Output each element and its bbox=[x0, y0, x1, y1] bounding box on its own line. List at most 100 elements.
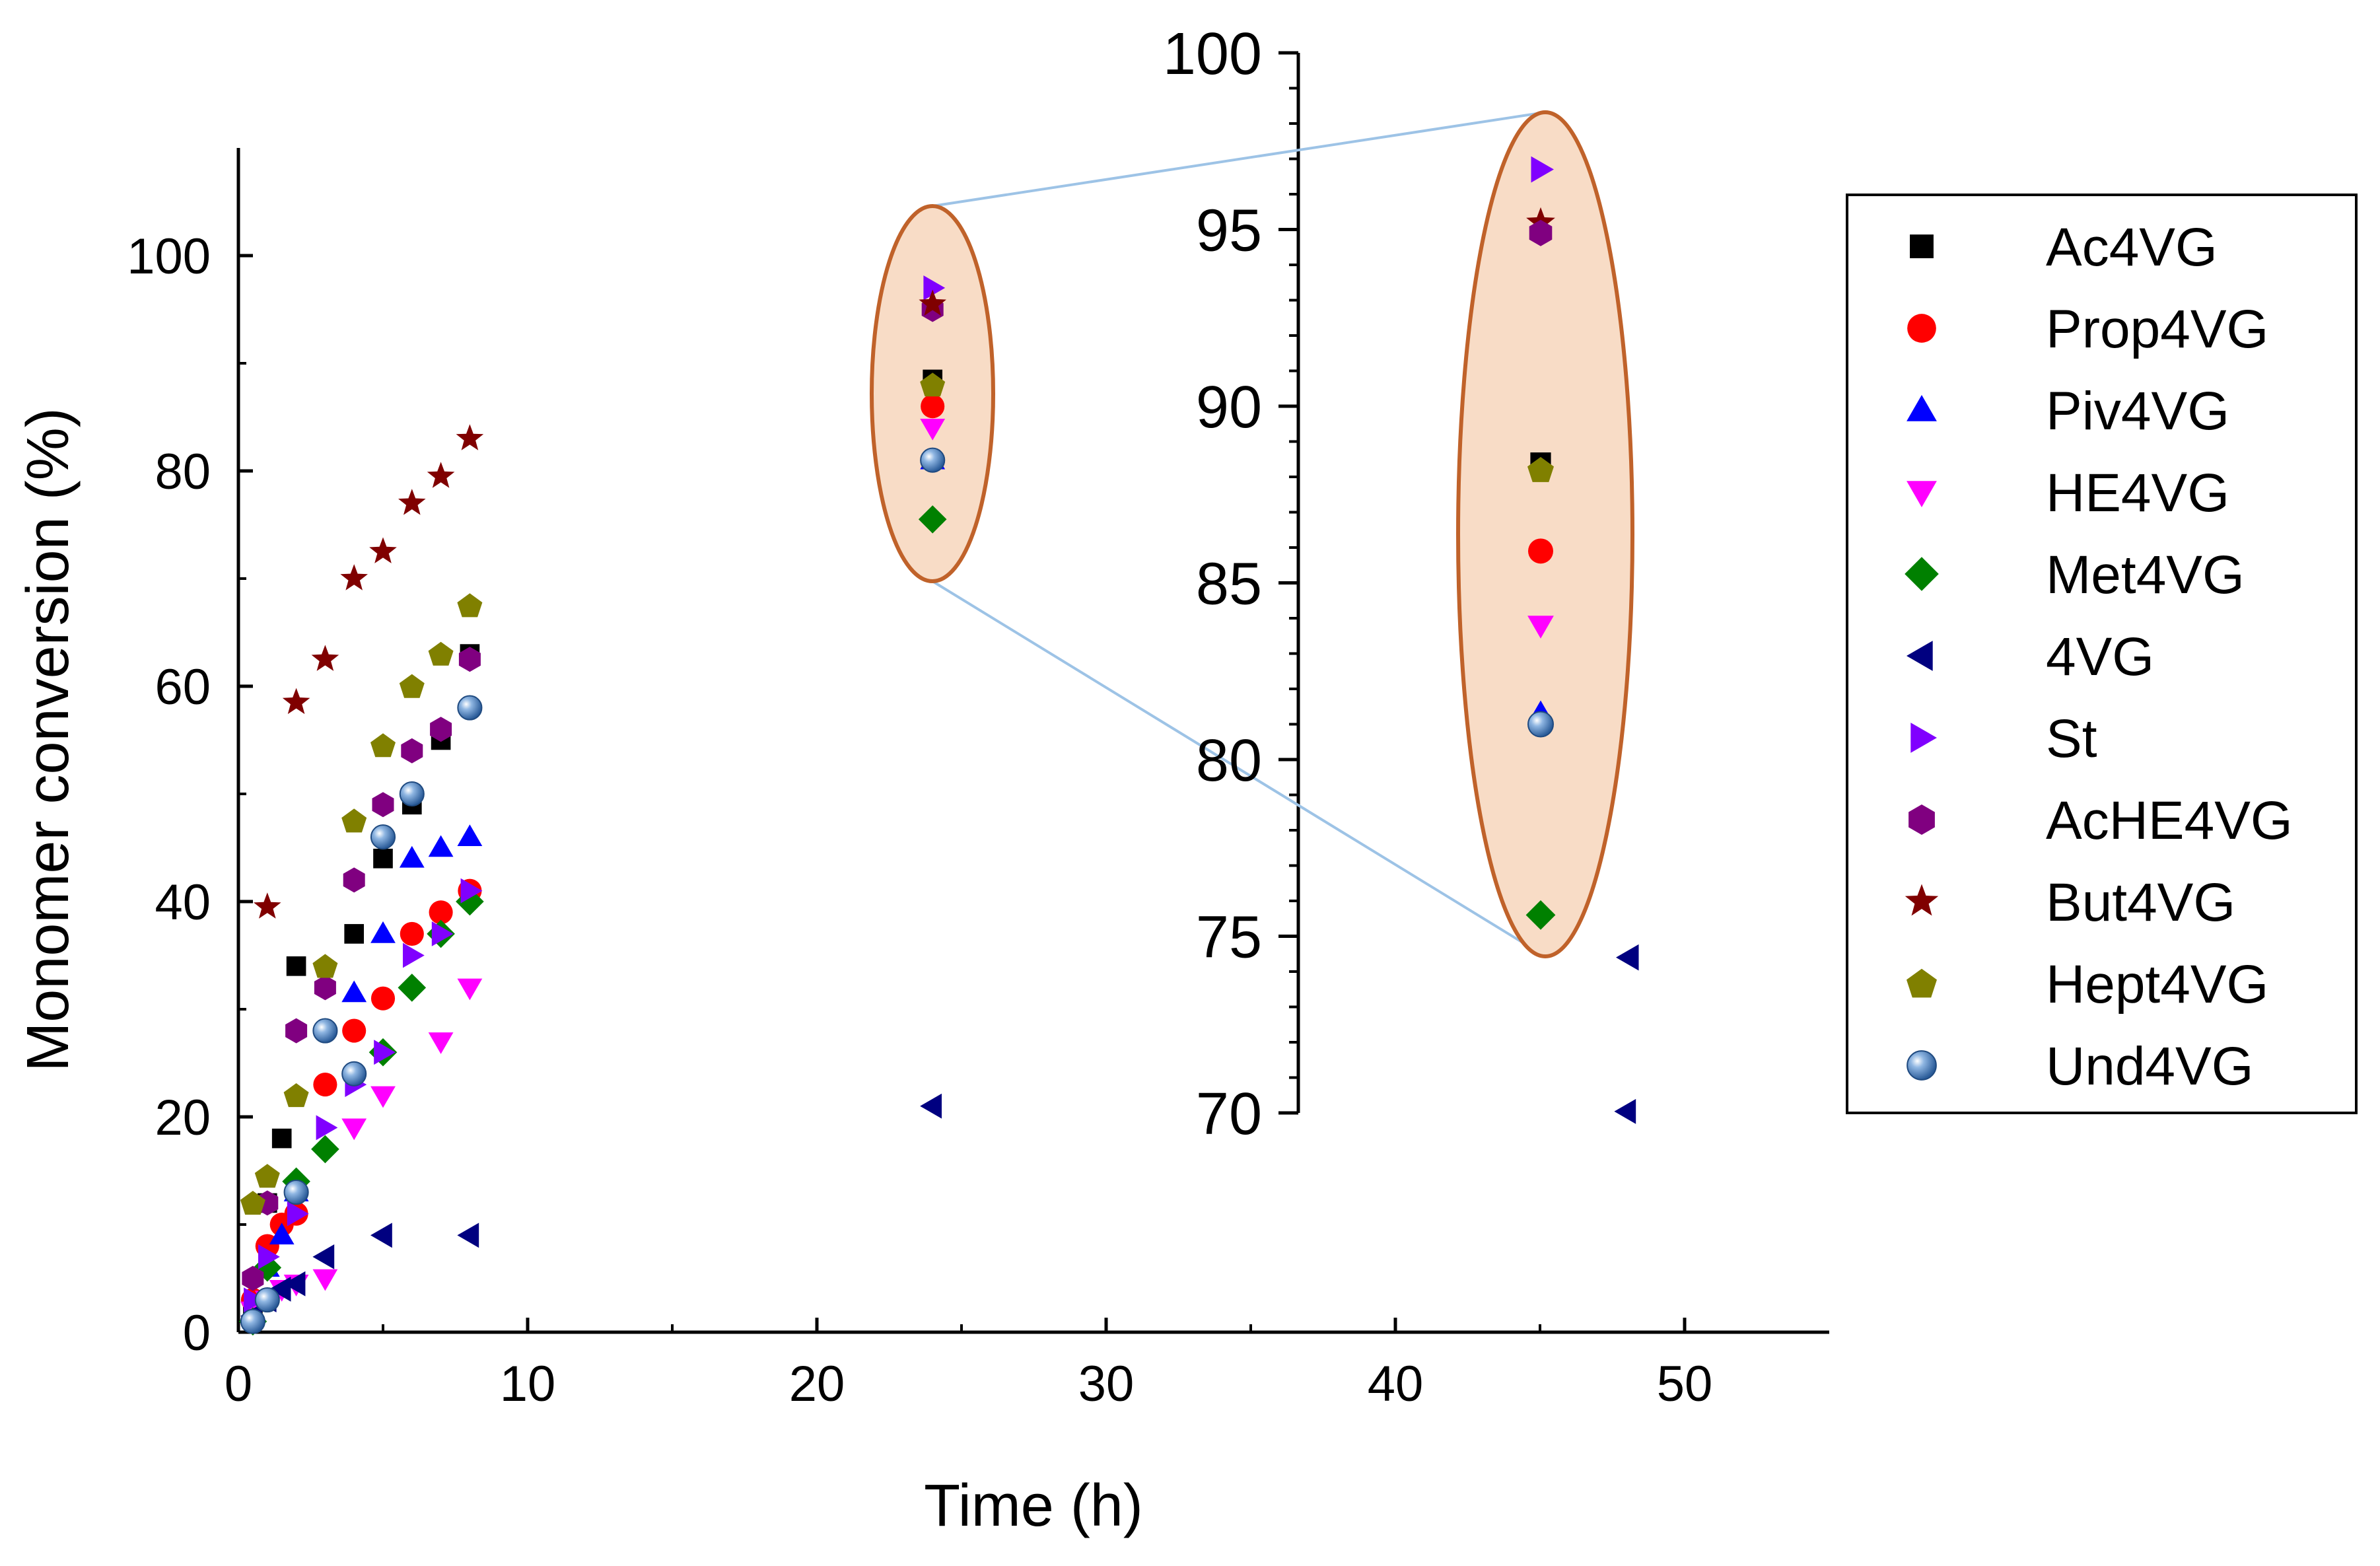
main-axes bbox=[236, 148, 1829, 1334]
data-point-hept4vg bbox=[283, 1083, 309, 1108]
legend-marker-st bbox=[1910, 723, 1937, 753]
data-point-und4vg bbox=[399, 781, 425, 807]
data-point-ache4vg bbox=[343, 867, 365, 893]
data-point-but4vg bbox=[398, 489, 426, 515]
y-tick-label: 20 bbox=[155, 1090, 211, 1146]
x-tick-label: 10 bbox=[500, 1356, 556, 1412]
legend-label-ache4vg: AcHE4VG bbox=[2046, 791, 2293, 851]
data-point-met4vg bbox=[398, 974, 427, 1002]
data-point-hept4vg bbox=[399, 674, 425, 698]
data-point-met4vg bbox=[918, 505, 947, 534]
data-point-ache4vg bbox=[285, 1018, 308, 1044]
data-point-und4vg bbox=[283, 1180, 309, 1205]
data-point-but4vg bbox=[456, 424, 484, 450]
x-tick-label: 40 bbox=[1368, 1356, 1424, 1412]
data-point-und4vg bbox=[240, 1308, 265, 1334]
data-point-but4vg bbox=[311, 645, 339, 671]
inset-tick-label: 85 bbox=[1196, 552, 1262, 618]
data-point-piv4vg bbox=[399, 845, 425, 868]
legend-label-ac4vg: Ac4VG bbox=[2046, 217, 2218, 277]
data-point-but4vg bbox=[340, 564, 368, 590]
legend-label-und4vg: Und4VG bbox=[2046, 1036, 2254, 1096]
data-point-prop4vg bbox=[921, 394, 945, 419]
inset-point-hept4vg bbox=[1527, 456, 1554, 482]
data-point-he4vg bbox=[457, 978, 483, 1001]
inset-tick-label: 95 bbox=[1196, 198, 1262, 264]
data-point-he4vg bbox=[341, 1118, 367, 1141]
legend-marker-piv4vg bbox=[1907, 395, 1937, 421]
data-point-piv4vg bbox=[457, 824, 483, 846]
data-point-piv4vg bbox=[269, 1223, 295, 1245]
legend-label-he4vg: HE4VG bbox=[2046, 463, 2229, 523]
data-point-hept4vg bbox=[428, 641, 454, 666]
legend-label-but4vg: But4VG bbox=[2046, 872, 2235, 933]
data-point-hept4vg bbox=[240, 1191, 265, 1215]
data-point-st bbox=[316, 1115, 338, 1141]
data-point-4vg bbox=[312, 1244, 335, 1269]
data-point-ache4vg bbox=[430, 717, 452, 742]
data-point-st bbox=[403, 943, 425, 968]
data-point-piv4vg bbox=[341, 980, 367, 1003]
data-point-prop4vg bbox=[429, 900, 453, 925]
data-point-he4vg bbox=[312, 1269, 338, 1291]
y-tick-label: 60 bbox=[155, 659, 211, 715]
inset-tick-label: 75 bbox=[1196, 905, 1262, 971]
data-point-ache4vg bbox=[242, 1265, 264, 1291]
legend-marker-und4vg bbox=[1907, 1050, 1937, 1081]
data-point-4vg bbox=[283, 1271, 306, 1297]
data-point-he4vg bbox=[370, 1086, 396, 1108]
x-tick-label: 0 bbox=[225, 1356, 252, 1412]
data-point-ac4vg bbox=[373, 848, 393, 869]
inset-point-4vg bbox=[1616, 944, 1639, 971]
zoom-connector-bottom bbox=[931, 580, 1547, 958]
inset-tick-label: 90 bbox=[1196, 374, 1262, 441]
x-tick-label: 30 bbox=[1078, 1356, 1135, 1412]
data-point-but4vg bbox=[427, 462, 455, 488]
legend-marker-4vg bbox=[1907, 641, 1933, 671]
x-tick-label: 20 bbox=[789, 1356, 845, 1412]
inset-point-he4vg bbox=[1527, 616, 1554, 639]
data-point-piv4vg bbox=[428, 835, 454, 857]
inset-point-ache4vg bbox=[1529, 219, 1553, 246]
data-point-ac4vg bbox=[271, 1128, 292, 1149]
data-point-he4vg bbox=[920, 419, 946, 441]
y-tick-label: 0 bbox=[183, 1305, 211, 1361]
legend-marker-hept4vg bbox=[1907, 968, 1937, 998]
data-point-hept4vg bbox=[370, 733, 396, 758]
legend-marker-he4vg bbox=[1907, 481, 1937, 507]
legend-marker-prop4vg bbox=[1907, 314, 1936, 343]
y-tick-label: 100 bbox=[127, 229, 211, 285]
data-point-und4vg bbox=[457, 695, 483, 721]
legend-label-piv4vg: Piv4VG bbox=[2046, 381, 2229, 441]
x-tick-label: 50 bbox=[1657, 1356, 1713, 1412]
data-point-st bbox=[287, 1201, 309, 1227]
main-data-points bbox=[238, 275, 1636, 1335]
data-point-ache4vg bbox=[314, 975, 336, 1001]
inset-point-und4vg bbox=[1527, 711, 1554, 738]
data-point-4vg bbox=[1614, 1098, 1636, 1124]
data-point-ache4vg bbox=[458, 647, 481, 672]
inset-tick-label: 100 bbox=[1163, 21, 1262, 87]
data-point-prop4vg bbox=[313, 1073, 337, 1097]
data-point-prop4vg bbox=[400, 921, 424, 946]
x-axis-title: Time (h) bbox=[924, 1473, 1143, 1539]
legend-marker-ache4vg bbox=[1908, 804, 1935, 835]
data-point-hept4vg bbox=[457, 593, 483, 618]
data-point-und4vg bbox=[312, 1018, 338, 1044]
legend-label-hept4vg: Hept4VG bbox=[2046, 954, 2268, 1014]
inset-tick-label: 80 bbox=[1196, 728, 1262, 794]
y-tick-label: 40 bbox=[155, 874, 211, 931]
inset-ticks: 70 75 80 85 90 95 100 bbox=[1163, 21, 1298, 1147]
data-point-4vg bbox=[457, 1223, 479, 1248]
legend-label-st: St bbox=[2046, 709, 2097, 769]
data-point-hept4vg bbox=[254, 1164, 280, 1188]
data-point-st bbox=[431, 921, 454, 946]
data-point-st bbox=[460, 878, 483, 904]
data-point-st bbox=[258, 1244, 280, 1269]
main-ticks: 0 10 20 30 40 50 0 20 40 60 80 100 bbox=[127, 229, 1712, 1412]
legend-marker-met4vg bbox=[1905, 557, 1939, 591]
legend-label-met4vg: Met4VG bbox=[2046, 545, 2245, 605]
data-point-hept4vg bbox=[920, 373, 946, 397]
y-tick-label: 80 bbox=[155, 444, 211, 500]
